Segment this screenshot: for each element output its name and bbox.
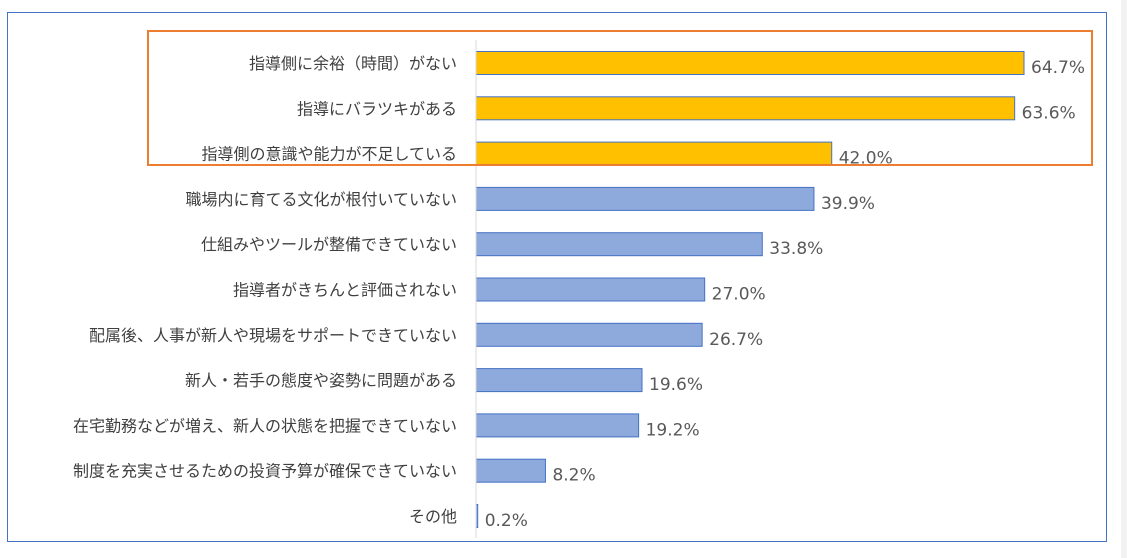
category-label: 仕組みやツールが整備できていない: [201, 235, 457, 254]
category-label: 制度を充実させるための投資予算が確保できていない: [73, 462, 457, 481]
bar: [475, 96, 1016, 121]
value-label: 0.2%: [485, 511, 528, 531]
window-edge: [1121, 0, 1127, 558]
bar: [475, 277, 706, 302]
category-label: 指導者がきちんと評価されない: [233, 281, 457, 300]
bar: [475, 141, 833, 166]
value-label: 8.2%: [552, 466, 595, 486]
category-label: 職場内に育てる文化が根付いていない: [185, 190, 457, 209]
bar: [475, 368, 643, 393]
value-label: 64.7%: [1031, 58, 1085, 78]
category-label: 配属後、人事が新人や現場をサポートできていない: [89, 326, 457, 345]
value-label: 39.9%: [821, 194, 875, 214]
value-label: 63.6%: [1022, 103, 1076, 123]
category-label: 指導にバラツキがある: [297, 99, 457, 118]
bar: [475, 458, 546, 483]
bar: [475, 413, 640, 438]
category-label: 新人・若手の態度や姿勢に問題がある: [185, 371, 457, 390]
bar: [475, 322, 703, 347]
category-label: 指導側の意識や能力が不足している: [201, 145, 457, 164]
bar: [475, 51, 1025, 75]
value-label: 19.2%: [646, 420, 700, 440]
bar: [475, 232, 763, 257]
chart-frame: [7, 12, 1107, 542]
value-label: 33.8%: [769, 239, 823, 259]
labels-layer: 指導側に余裕（時間）がない 64.7% 指導にバラツキがある 63.6% 指導側の意識や…: [73, 54, 1085, 531]
bar: [475, 186, 815, 211]
value-label: 19.6%: [649, 375, 703, 395]
highlight-box: [147, 30, 1093, 166]
value-label: 42.0%: [839, 149, 893, 169]
category-label: 指導側に余裕（時間）がない: [249, 54, 457, 73]
value-label: 26.7%: [709, 330, 763, 350]
value-label: 27.0%: [712, 285, 766, 305]
category-label: その他: [409, 507, 457, 526]
category-label: 在宅勤務などが増え、新人の状態を把握できていない: [73, 416, 457, 435]
